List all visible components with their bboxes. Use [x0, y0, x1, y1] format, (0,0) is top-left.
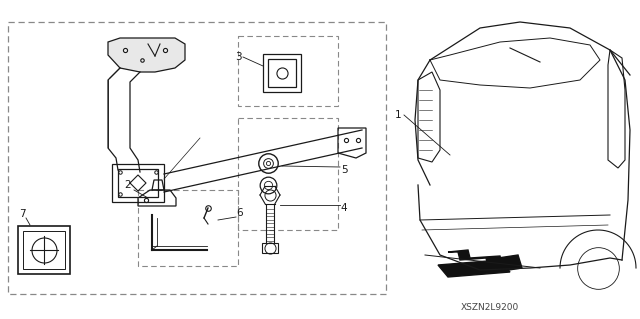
Polygon shape: [438, 260, 510, 277]
Polygon shape: [498, 255, 522, 271]
Text: 7: 7: [19, 209, 26, 219]
Polygon shape: [108, 38, 185, 72]
Text: 5: 5: [340, 165, 348, 175]
Text: XSZN2L9200: XSZN2L9200: [461, 303, 519, 313]
Text: 6: 6: [237, 208, 243, 218]
Text: 3: 3: [235, 52, 241, 62]
Polygon shape: [448, 250, 502, 266]
Text: 1: 1: [395, 110, 401, 120]
Text: 2: 2: [125, 180, 131, 190]
Text: 4: 4: [340, 203, 348, 213]
